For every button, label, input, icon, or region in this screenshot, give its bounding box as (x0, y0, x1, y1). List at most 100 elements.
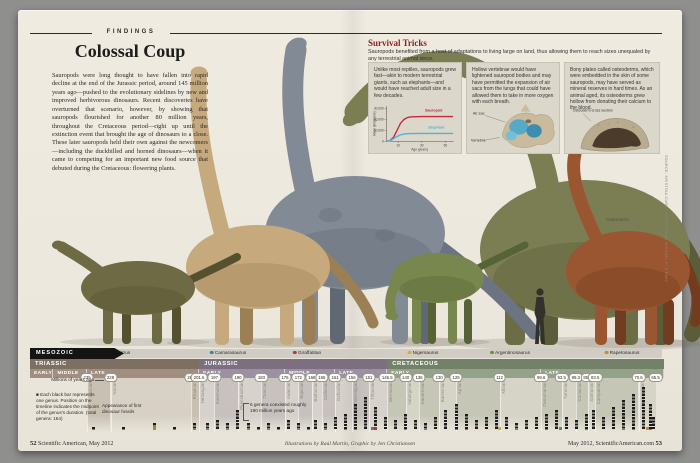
timeline-tick-112: 112 (493, 373, 507, 382)
human-scale-silhouette (534, 288, 546, 344)
vertebra-illustration: Air sac Vertebra (471, 104, 555, 148)
genus-dot-icon (292, 350, 297, 354)
stage-band-albian: Albian (499, 378, 542, 432)
genus-dot-icon (490, 350, 494, 354)
coexist-note: 6 genera coexisted roughly 190 million y… (250, 402, 307, 413)
stage-band-valanginian: Valanginian (405, 378, 420, 432)
genus-bar (414, 420, 418, 430)
genus-bar (226, 423, 230, 430)
stage-band-barremian: Barremian (439, 378, 456, 432)
air-sac-shape (509, 119, 529, 135)
air-sac-pointer (485, 115, 506, 123)
genus-bar (276, 426, 280, 430)
intro-paragraph: Sauropods were long thought to have fall… (52, 72, 208, 172)
timeline-tick-165: 165 (315, 373, 329, 382)
genus-bar (434, 416, 438, 430)
stage-band-carnian: Carnian (87, 378, 111, 432)
genus-label-camarasaurus: Camarasaurus (209, 350, 246, 356)
genus-highlight-antetonitrus (152, 427, 156, 430)
stage-name: Aalenian (285, 381, 291, 399)
genus-bar (92, 426, 96, 430)
vertebra-pointer (483, 137, 500, 141)
stage-name: Barremian (440, 381, 446, 403)
stage-band-hauterivian: Hauterivian (419, 378, 440, 432)
stage-band-tithonian: Tithonian (368, 378, 388, 432)
stage-name: Bathonian (312, 381, 318, 402)
stage-band-norian: Norian (110, 378, 191, 432)
osteoderm-hollow (592, 127, 641, 149)
dino-camarasaurus (186, 66, 379, 345)
stage-name: Rhaetian (192, 381, 198, 400)
vertebra-box-text: Hollow vertebrae would have lightened sa… (472, 67, 554, 105)
genus-bar (454, 403, 458, 430)
timeline-tick-70.6: 70.6 (631, 373, 646, 382)
stage-name: Turonian (562, 381, 568, 399)
page-number-left: 52 (30, 440, 37, 447)
stage-name: Santonian (588, 381, 594, 402)
genus-bar (565, 416, 569, 430)
stage-band-santonian: Santonian (587, 378, 596, 432)
timeline-tick-125: 125 (449, 373, 463, 382)
stage-name: Coniacian (576, 381, 582, 402)
timeline-period-cretaceous: CRETACEOUS (387, 359, 664, 369)
timeline-tick-93.5: 93.5 (554, 373, 569, 382)
stage-name: Cenomanian (542, 381, 548, 407)
stage-band-aalenian: Aalenian (284, 378, 299, 432)
footer-left: 52 Scientific American, May 2012 (30, 440, 113, 447)
genus-bar (333, 416, 337, 430)
y-axis-label: Mass (kilograms) (373, 111, 377, 136)
article-title: Colossal Coup (74, 41, 186, 61)
y-tick-label: 20,000 (374, 118, 384, 122)
genus-bar (464, 413, 468, 430)
growth-line-chart: 0 10,000 20,000 30,000 10 30 50 Sauropod Elephan… (373, 106, 454, 152)
genus-label-giraffatitan: Giraffatitan (292, 350, 321, 356)
vertebra-box: Hollow vertebrae would have lightened sa… (466, 62, 560, 154)
stage-band-aptian: Aptian (456, 378, 500, 432)
y-tick-label: 0 (382, 139, 384, 143)
stage-name: Aptian (457, 381, 463, 395)
side-credit: SOURCE: KRISTINA CURRY ROGERS AND MICHAE… (664, 155, 668, 283)
timeline-tick-151: 151 (362, 373, 376, 382)
stage-name: Toarcian (262, 381, 268, 399)
genus-bar (323, 423, 327, 430)
genus-bar (306, 426, 310, 430)
timeline-tick-136: 136 (412, 373, 426, 382)
timeline-tick-99.6: 99.6 (534, 373, 549, 382)
survival-tricks-panel: Survival Tricks Sauropods benefited from… (368, 38, 662, 154)
vertebra-spine (520, 104, 531, 112)
x-tick-label: 10 (396, 144, 400, 148)
osteoderm-box-text: Bony plates called osteoderms, which wer… (570, 67, 654, 112)
x-axis-label: Age (years) (411, 148, 428, 152)
stage-name: Norian (111, 381, 117, 395)
genus-bar (313, 420, 317, 430)
air-sac-shape (526, 124, 542, 138)
genus-bar (514, 423, 518, 430)
stage-band-coniacian: Coniacian (575, 378, 588, 432)
air-sac-shape (505, 130, 517, 141)
genus-bar (474, 420, 478, 430)
genus-bar (592, 410, 596, 430)
timeline-tick-130: 130 (432, 373, 446, 382)
timeline-tick-235: 235 (80, 373, 94, 382)
legend-bullet-icon: ■ (36, 392, 39, 397)
genus-label-rapetosaurus: Rapetosaurus (604, 350, 639, 356)
genus-bar (642, 387, 646, 430)
series-sauropod (385, 115, 454, 142)
timeline-tick-176: 176 (278, 373, 292, 382)
timeline-tick-140: 140 (399, 373, 413, 382)
timeline-tick-145.5: 145.5 (378, 373, 396, 382)
stage-name: Sinemurian (215, 381, 221, 405)
footer-credit: Illustrations by Raúl Martín, Graphic by… (284, 441, 416, 447)
dino-rapetosaurus (566, 143, 700, 345)
osteoderm-cross-section-label: Osteoderm cross section (573, 109, 613, 113)
genus-bar (363, 397, 367, 430)
footer-right-text: May 2012, ScientificAmerican.com (568, 441, 654, 447)
genus-bar (545, 413, 549, 430)
genus-highlight-rapetosaurus (645, 427, 649, 430)
timeline-tick-65.5: 65.5 (648, 373, 663, 382)
genus-dot-icon (407, 350, 412, 354)
genus-bar (246, 423, 250, 430)
